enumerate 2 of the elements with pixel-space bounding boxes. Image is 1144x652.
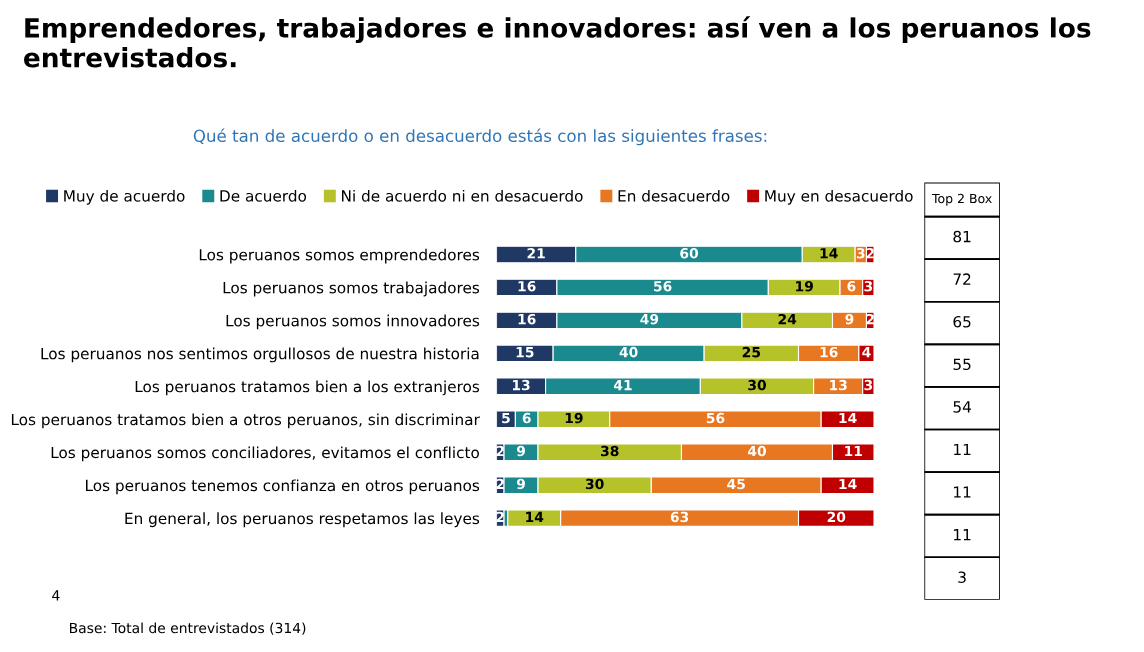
chart-subtitle: Qué tan de acuerdo o en desacuerdo estás con las siguientes frases: xyxy=(193,128,767,146)
chart-title: Emprendedores, trabajadores e innovadores: así ven a los peruanos los entrevistados. xyxy=(24,16,1091,68)
